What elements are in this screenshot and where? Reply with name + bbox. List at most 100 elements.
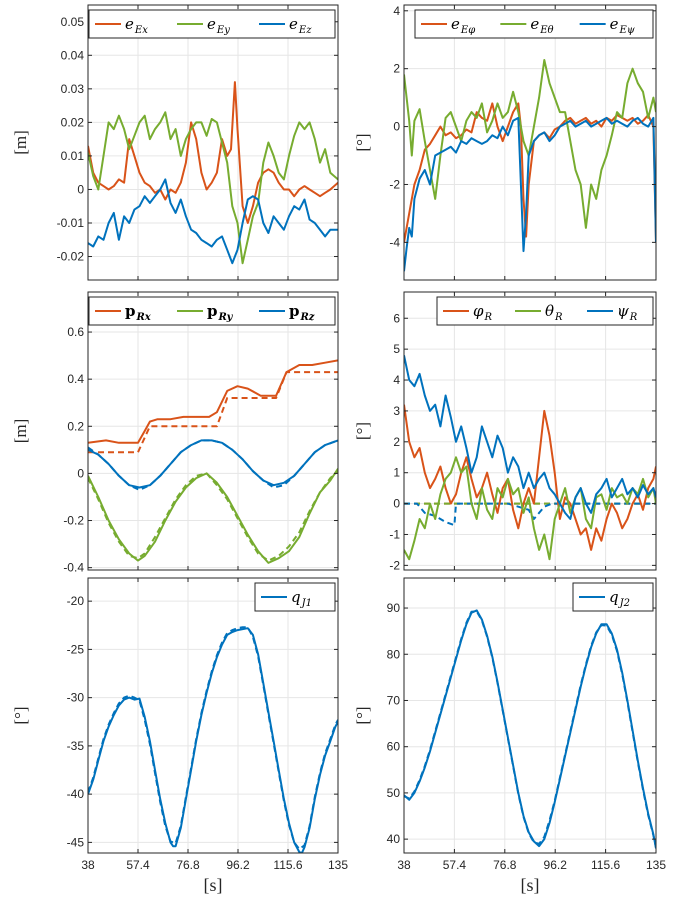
axes-box [87,577,339,854]
series-line--r [404,404,656,551]
panel-position: -0.4 -0.2 0 0.2 0.4 0.6 [m] pRx pRy pRz [11,291,339,575]
plot-area [404,292,656,570]
axes-box [403,577,657,854]
reference-line--r-reference [404,502,656,527]
legend-box [88,9,336,39]
panel-joint-2: 40 50 60 70 80 90 38 57.4 76.8 96.2 115.6 135 [s] [°]… [353,577,666,895]
y-tick-label: 0.6 [67,325,84,339]
y-tick-label: -1 [389,527,400,541]
series-group [404,59,656,272]
axes-box [403,291,657,571]
legend: eEφ eEθ eEψ [414,9,654,39]
series-line-e-e- [404,59,656,229]
x-tick-label: 38 [397,858,411,872]
y-axis-label: [m] [11,130,30,155]
x-axis-label: [s] [521,875,540,895]
x-tick-label: 96.2 [226,858,250,872]
legend: pRx pRy pRz [88,296,336,326]
y-tick-label: 0 [77,182,84,196]
y-tick-label: -25 [67,642,85,656]
y-tick-label: 0.04 [61,48,85,62]
legend: eEx eEy eEz [88,9,336,39]
panel-orientation-error: -4 -2 0 2 4 [°] eEφ eEθ eEψ [353,4,657,281]
series-line-p-rx [88,359,338,444]
y-tick-label: -4 [389,235,400,249]
y-tick-label: 70 [387,693,401,707]
series-line-e-ez [88,178,338,265]
series-line--r [404,456,656,561]
series-line-q-j2 [404,609,656,849]
y-tick-label: -2 [389,177,400,191]
y-tick-label: 2 [393,62,400,76]
series-line-p-ry [88,468,338,564]
y-tick-label: -0.4 [63,561,84,575]
y-tick-label: 0.03 [61,82,85,96]
plot-area [88,5,338,280]
reference-line-p-rx-reference [88,371,338,454]
y-tick-label: 6 [393,311,400,325]
panel-joint-1: -45 -40 -35 -30 -25 -20 38 57.4 76.8 96.2 115.6 135… [11,577,348,895]
axes-box [87,4,339,281]
y-tick-label: -0.2 [63,514,84,528]
y-tick-label: 3 [393,404,400,418]
y-tick-label: 0.02 [61,115,85,129]
x-tick-label: 96.2 [544,858,568,872]
series-group [404,355,656,561]
y-tick-label: 4 [393,373,400,387]
y-tick-label: 0.01 [61,149,85,163]
y-axis-label: [°] [353,706,372,724]
series-group [404,609,656,849]
x-tick-label: 135 [646,858,666,872]
x-tick-label: 76.8 [493,858,517,872]
y-tick-label: -35 [67,739,85,753]
legend: qJ2 [572,582,654,612]
series-line-e-e- [404,116,656,272]
y-tick-label: 0.2 [67,419,84,433]
y-tick-label: 50 [387,786,401,800]
y-tick-label: 4 [393,4,400,18]
legend-box [436,296,654,326]
y-tick-label: 0.05 [61,15,85,29]
series-group [88,81,338,265]
y-tick-label: 60 [387,740,401,754]
y-tick-label: -40 [67,787,85,801]
y-axis-label: [°] [11,706,30,724]
y-tick-label: -30 [67,691,85,705]
y-tick-label: 1 [393,466,400,480]
x-tick-label: 57.4 [443,858,467,872]
series-group [88,359,338,564]
x-tick-label: 76.8 [176,858,200,872]
y-tick-label: 90 [387,601,401,615]
y-tick-label: 5 [393,342,400,356]
y-tick-label: 0 [393,120,400,134]
plot-area [404,5,656,280]
y-tick-label: 0 [393,497,400,511]
axes-box [87,291,339,571]
legend-box [88,296,336,326]
y-tick-label: 0 [77,466,84,480]
y-tick-label: 80 [387,647,401,661]
x-tick-label: 38 [81,858,95,872]
x-tick-label: 57.4 [126,858,150,872]
panel-position-error: -0.02 -0.01 0 0.01 0.02 0.03 0.04 0.05 [m] eEx eEy… [11,4,339,281]
x-tick-label: 115.6 [273,858,302,872]
legend: qJ1 [254,582,336,612]
legend: φR θR ψR [436,296,654,326]
y-tick-label: -0.02 [57,250,85,264]
y-tick-label: 40 [387,832,401,846]
y-axis-label: [°] [353,422,372,440]
y-tick-label: 0.4 [67,372,84,386]
series-line-e-ey [88,111,338,265]
y-tick-label: -45 [67,835,85,849]
legend-box [414,9,654,39]
plot-area [88,292,338,570]
y-tick-label: 2 [393,435,400,449]
y-tick-label: -20 [67,594,85,608]
series-line-e-ex [88,81,338,224]
series-line--r [404,355,656,520]
x-axis-label: [s] [204,875,223,895]
axes-box [403,4,657,281]
y-axis-label: [m] [11,419,30,444]
panel-orientation: -2 -1 0 1 2 3 4 5 6 [°] φR θR ψR [353,291,657,572]
